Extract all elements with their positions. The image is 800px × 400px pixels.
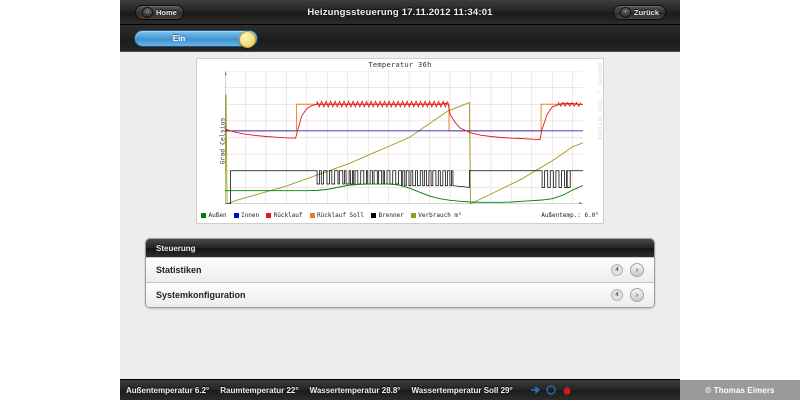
status-aussentemperatur: Außentemperatur 6.2° [126, 385, 210, 395]
legend-label-ruecklauf: Rücklauf [273, 211, 303, 219]
toggle-knob[interactable] [239, 30, 256, 48]
legend-label-verbrauch: Verbrauch m³ [418, 211, 462, 219]
legend-swatch-brenner [371, 212, 376, 218]
status-icon-group [530, 385, 572, 395]
legend-swatch-innen [233, 212, 239, 218]
status-wassertemperatur-soll: Wassertemperatur Soll 29° [411, 385, 513, 395]
top-navigation-bar: ⌂ Home Heizungssteuerung 17.11.2012 11:3… [120, 0, 680, 25]
pump-icon [530, 386, 540, 394]
legend-item-ruecklauf: Rücklauf [266, 211, 303, 219]
legend-label-innen: Innen [241, 211, 260, 219]
badge-count: 4 [611, 264, 623, 276]
back-button[interactable]: ‹ Zurück [612, 4, 666, 20]
status-raumtemperatur: Raumtemperatur 22° [220, 385, 299, 395]
legend-item-ruecklauf-soll: Rücklauf Soll [309, 211, 364, 219]
list-item-systemkonfiguration[interactable]: Systemkonfiguration 4 › [146, 282, 654, 307]
legend-label-brenner: Brenner [378, 211, 404, 219]
status-wassertemperatur: Wassertemperatur 28.8° [309, 385, 401, 395]
device-app-frame: ⌂ Home Heizungssteuerung 17.11.2012 11:3… [120, 0, 680, 400]
back-button-label: Zurück [633, 7, 659, 17]
chart-annotation: Außentemp.: 6.0° [541, 211, 599, 219]
status-bar: Außentemperatur 6.2° Raumtemperatur 22° … [120, 379, 680, 400]
list-item-label: Systemkonfiguration [156, 290, 246, 300]
copyright-credit: © Thomas Eimers [680, 380, 800, 400]
page-title: Heizungssteuerung 17.11.2012 11:34:01 [307, 6, 493, 18]
legend-swatch-aussen [201, 212, 206, 218]
legend-item-verbrauch: Verbrauch m³ [410, 211, 462, 219]
home-icon: ⌂ [142, 6, 153, 18]
circulation-icon [546, 385, 556, 395]
badge-count: 4 [611, 289, 623, 301]
chevron-right-icon[interactable]: › [630, 288, 644, 302]
content-area: Temperatur 36h Grad Celsius RRDTOOL / TO… [120, 52, 680, 379]
chevron-right-icon[interactable]: › [630, 263, 644, 277]
legend-label-ruecklauf-soll: Rücklauf Soll [317, 211, 364, 219]
chart-watermark: RRDTOOL / TOBI OETIKER [596, 63, 602, 141]
legend-item-innen: Innen [233, 211, 260, 219]
list-item-statistiken[interactable]: Statistiken 4 › [146, 257, 654, 282]
steuerung-panel: Steuerung Statistiken 4 › Systemkonfigur… [145, 238, 655, 308]
chart-plot-area: 0510152025303540000204060810121416182022… [225, 71, 583, 204]
temperature-chart[interactable]: Temperatur 36h Grad Celsius RRDTOOL / TO… [196, 58, 604, 224]
home-button[interactable]: ⌂ Home [135, 4, 184, 20]
flame-icon [563, 385, 571, 395]
legend-label-aussen: Außen [208, 211, 227, 219]
legend-item-brenner: Brenner [371, 212, 404, 219]
legend-swatch-ruecklauf-soll [309, 212, 315, 218]
legend-item-aussen: Außen [201, 212, 227, 219]
heating-power-toggle[interactable]: Ein [134, 29, 258, 48]
home-button-label: Home [156, 7, 177, 17]
panel-header: Steuerung [146, 239, 654, 257]
chevron-left-icon: ‹ [619, 6, 631, 18]
legend-swatch-verbrauch [410, 212, 416, 218]
list-item-label: Statistiken [156, 265, 202, 275]
chart-title: Temperatur 36h [368, 61, 432, 69]
legend-swatch-ruecklauf [266, 212, 272, 218]
toggle-label: Ein [172, 33, 186, 43]
toggle-bar: Ein [120, 25, 680, 52]
chart-legend: Außen Innen Rücklauf Rücklauf Soll Brenn… [201, 209, 599, 221]
